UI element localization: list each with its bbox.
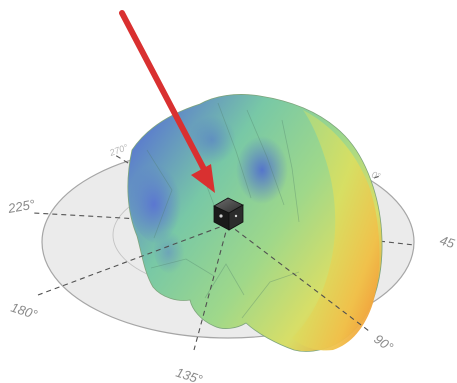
arrow-icon — [119, 10, 215, 193]
angle-label-90: 90° — [371, 331, 396, 355]
polar-spokes-front — [37, 223, 370, 351]
angle-label-270: 270° — [107, 142, 129, 158]
angle-label-45: 45 — [438, 233, 457, 252]
angle-label-180: 180° — [9, 300, 39, 323]
cube-icon — [213, 197, 244, 231]
radiation-lobe — [127, 94, 383, 352]
angle-label-0: 0° — [370, 169, 382, 181]
angle-labels: 225° 180° 135° 90° 45 270° 0° — [6, 142, 457, 383]
angle-label-225: 225° — [6, 197, 36, 217]
angle-label-135: 135° — [174, 365, 204, 383]
